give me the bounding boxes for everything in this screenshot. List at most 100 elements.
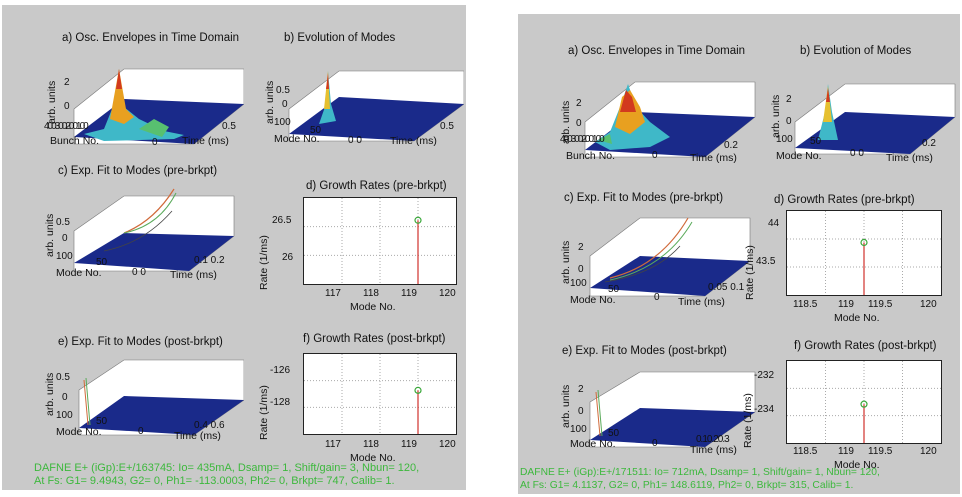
plot-e-right-ztick-2: 2 (578, 384, 584, 395)
plot-c-right-mode-50: 50 (608, 284, 620, 295)
plot-b-time-1: 0.5 (440, 121, 454, 132)
data-point (414, 386, 422, 394)
title-e-right: e) Exp. Fit to Modes (post-brkpt) (562, 345, 727, 357)
plot-a-right-bunch-ticks: 400300200100 (560, 134, 605, 145)
plot-e-right-mode-100: 100 (570, 424, 587, 435)
left-footer-line-1: DAFNE E+ (iGp):E+/163745: Io= 435mA, Dsa… (34, 462, 420, 474)
plot-d-right-ylabel: Rate (1/ms) (744, 245, 756, 300)
plot-a-time-0: 0 (152, 137, 158, 148)
plot-a-bunch-ticks: 400300200100 (44, 121, 89, 132)
plot-e-ylabel: arb. units (44, 372, 56, 416)
plot-d-left-ytick-0: 26.5 (272, 215, 292, 226)
plot-f-right-xtick-0: 118.5 (793, 446, 818, 457)
plot-a-3d: 2 0 arb. units 400300200100 Bunch No. 0 … (44, 49, 244, 154)
plot-a-ztick-2: 2 (64, 77, 70, 88)
plot-d-left-xtick-3: 120 (439, 288, 456, 299)
data-point (414, 216, 422, 224)
title-c: c) Exp. Fit to Modes (pre-brkpt) (58, 165, 218, 177)
plot-d-right-xtick-0: 118.5 (793, 299, 818, 310)
title-b: b) Evolution of Modes (284, 32, 396, 44)
plot-b-right-mode-100: 100 (776, 134, 793, 145)
plot-d-left-xlabel: Mode No. (350, 301, 396, 313)
plot-e-time-label: Time (ms) (174, 430, 221, 442)
plot-a-right-ztick-0: 0 (576, 118, 582, 129)
plot-d-right-xtick-2: 119.5 (868, 299, 893, 310)
plot-a-right-time-label: Time (ms) (690, 152, 737, 164)
plot-b-ztick-0: 0 (282, 99, 288, 110)
title-e: e) Exp. Fit to Modes (post-brkpt) (58, 336, 223, 348)
plot-b-right-time-1: 0.2 (922, 138, 936, 149)
plot-b-right-3d: 2 0 arb. units 100 50 Mode No. 0 0 0.2 T… (770, 62, 958, 167)
plot-b-right-time-0: 0 0 (850, 148, 864, 159)
plot-b-mode-100: 100 (274, 117, 291, 128)
plot-d-left-xtick-0: 117 (325, 288, 341, 299)
title-f: f) Growth Rates (post-brkpt) (303, 333, 446, 345)
plot-b-right-mode-50: 50 (810, 136, 822, 147)
plot-b-right-ztick-2: 2 (786, 94, 792, 105)
plot-a-time-1: 0.5 (222, 121, 236, 132)
plot-e-mode-50: 50 (96, 416, 108, 427)
plot-e-right-3d: 2 0 arb. units 100 50 Mode No. 0 0.10.20… (560, 362, 760, 462)
plot-a-surface (73, 68, 244, 145)
title-a: a) Osc. Envelopes in Time Domain (62, 32, 240, 44)
right-figure-panel: a) Osc. Envelopes in Time Domain b) Evol… (518, 14, 960, 494)
right-footer-line-1: DAFNE E+ (iGp):E+/171511: Io= 712mA, Dsa… (520, 467, 880, 478)
plot-f-right-ytick-0: -232 (754, 370, 775, 381)
plot-c-right-3d: 2 0 arb. units 100 50 Mode No. 0 0.05 0.… (560, 206, 760, 311)
plot-c-right-mode-label: Mode No. (570, 294, 616, 306)
plot-a-ztick-0: 0 (64, 101, 70, 112)
plot-c-mode-label: Mode No. (56, 267, 102, 279)
plot-b-mode-label: Mode No. (274, 133, 320, 145)
plot-d-right-xtick-1: 119 (838, 299, 854, 310)
plot-c-right-ztick-2: 2 (578, 242, 584, 253)
plot-a-right-time-1: 0.2 (724, 140, 738, 151)
plot-f-right-ylabel: Rate (1/ms) (742, 393, 754, 448)
plot-b-ztick-05: 0.5 (276, 85, 290, 96)
plot-e-mode-100: 100 (56, 410, 73, 421)
plot-d-left (303, 197, 457, 285)
plot-d-right-ytick-1: 43.5 (756, 256, 776, 267)
plot-a-right-bunch-label: Bunch No. (566, 150, 616, 162)
plot-e-right-ylabel: arb. units (560, 384, 572, 428)
plot-f-right-xtick-3: 120 (920, 446, 937, 457)
plot-c-right-time-0: 0 (654, 292, 660, 303)
plot-c-right-time-label: Time (ms) (678, 296, 725, 308)
plot-c-3d: 0.5 0 arb. units 100 50 Mode No. 0 0 0.1… (44, 181, 244, 286)
plot-f-left-ylabel: Rate (1/ms) (258, 385, 270, 440)
plot-c-right-time-1: 0.05 0.1 (708, 282, 745, 293)
plot-d-left-svg (304, 198, 456, 284)
plot-d-right-xtick-3: 120 (920, 299, 937, 310)
plot-b-right-ztick-0: 0 (786, 116, 792, 127)
plot-c-ztick-0: 0 (62, 233, 68, 244)
plot-f-right-xlabel: Mode No. (834, 459, 880, 471)
plot-c-time-label: Time (ms) (170, 269, 217, 281)
plot-e-right-mode-label: Mode No. (570, 438, 616, 450)
plot-a-right-ztick-2: 2 (576, 98, 582, 109)
title-a-right: a) Osc. Envelopes in Time Domain (568, 45, 746, 57)
data-point (860, 238, 868, 247)
plot-a-right-surface (584, 81, 756, 158)
plot-d-left-ylabel: Rate (1/ms) (258, 235, 270, 290)
plot-e-right-time-1: 0.10.20.3 (696, 434, 730, 445)
plot-e-3d: 0.5 0 arb. units 100 50 Mode No. 0 0.4 0… (44, 350, 244, 450)
plot-f-right-svg (787, 361, 941, 443)
plot-d-right-xlabel: Mode No. (834, 312, 880, 324)
plot-e-mode-label: Mode No. (56, 426, 102, 438)
plot-a-right-3d: 2 0 arb. units 400300200100 Bunch No. 0 … (560, 62, 760, 167)
plot-e-ztick-0: 0 (62, 392, 68, 403)
title-f-right: f) Growth Rates (post-brkpt) (794, 340, 937, 352)
plot-e-time-0: 0 (138, 426, 144, 437)
plot-f-right-xtick-2: 119.5 (868, 446, 893, 457)
plot-a-right-time-0: 0 (652, 150, 658, 161)
plot-f-left-xtick-3: 120 (439, 439, 456, 450)
plot-c-ztick-05: 0.5 (56, 217, 70, 228)
title-d-right: d) Growth Rates (pre-brkpt) (774, 194, 915, 206)
plot-e-right-ztick-0: 0 (578, 406, 584, 417)
plot-b-time-label: Time (ms) (390, 135, 437, 147)
plot-a-bunch-label: Bunch No. (50, 135, 100, 147)
plot-d-right-svg (787, 211, 941, 295)
plot-e-ztick-05: 0.5 (56, 372, 70, 383)
left-figure-panel: a) Osc. Envelopes in Time Domain b) Evol… (2, 5, 466, 490)
plot-f-left-svg (304, 354, 456, 434)
plot-e-time-1: 0.4 0.6 (194, 420, 225, 431)
